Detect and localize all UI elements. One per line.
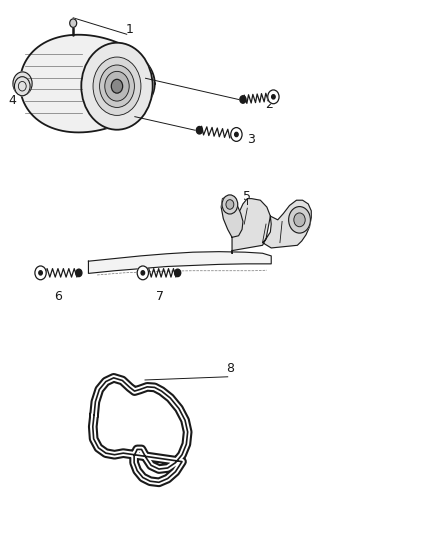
Circle shape: [141, 271, 145, 275]
Circle shape: [99, 65, 134, 108]
Circle shape: [111, 79, 123, 93]
Circle shape: [137, 266, 148, 280]
Text: 1: 1: [126, 23, 134, 36]
Circle shape: [222, 195, 238, 214]
Circle shape: [235, 132, 238, 136]
Circle shape: [93, 57, 141, 115]
Text: 5: 5: [243, 190, 251, 203]
Circle shape: [226, 200, 234, 209]
Circle shape: [13, 72, 32, 95]
Text: 7: 7: [156, 290, 164, 303]
Circle shape: [39, 271, 42, 275]
Circle shape: [81, 43, 153, 130]
Circle shape: [294, 213, 305, 227]
Polygon shape: [232, 199, 311, 253]
Text: 2: 2: [265, 98, 272, 111]
Circle shape: [76, 269, 82, 277]
Circle shape: [196, 126, 202, 134]
Text: 6: 6: [54, 290, 62, 303]
Polygon shape: [221, 197, 243, 237]
Circle shape: [175, 269, 181, 277]
Circle shape: [105, 71, 129, 101]
Circle shape: [240, 96, 246, 103]
Circle shape: [14, 77, 30, 96]
Circle shape: [289, 207, 311, 233]
Circle shape: [268, 90, 279, 104]
Text: 4: 4: [8, 94, 16, 107]
Polygon shape: [88, 252, 271, 273]
Text: 8: 8: [226, 362, 234, 375]
Text: 3: 3: [247, 133, 255, 146]
Circle shape: [272, 95, 275, 99]
Polygon shape: [20, 35, 155, 132]
Circle shape: [35, 266, 46, 280]
Circle shape: [70, 19, 77, 27]
Circle shape: [231, 127, 242, 141]
